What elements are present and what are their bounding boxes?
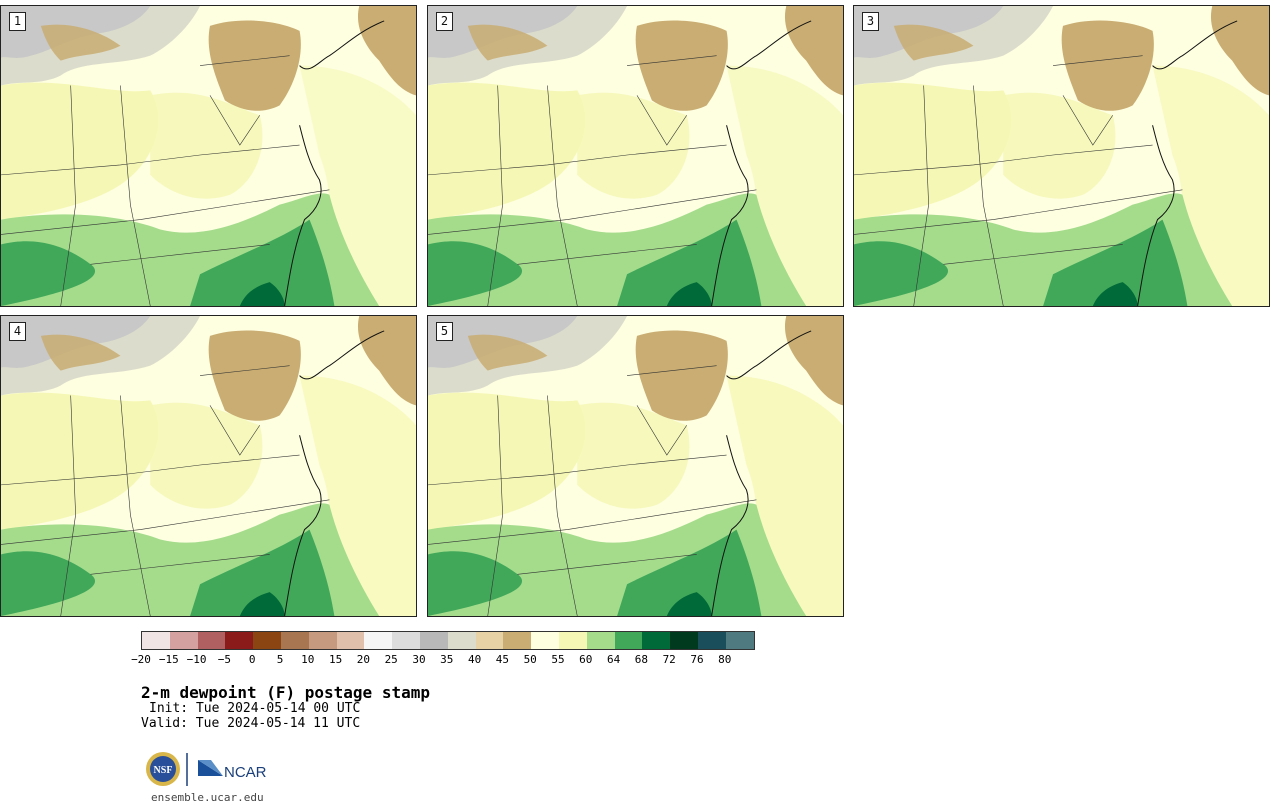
ncar-text: NCAR — [224, 764, 267, 781]
colorbar-swatch — [642, 632, 671, 649]
panel-number-label: 3 — [862, 12, 879, 31]
colorbar-tick-label: 25 — [384, 653, 398, 666]
colorbar-tick-label: 35 — [440, 653, 454, 666]
colorbar-swatch — [670, 632, 698, 649]
colorbar-tick-label: 55 — [551, 653, 565, 666]
map-panel-4[interactable]: 4 — [0, 315, 417, 617]
colorbar-tick-label: 68 — [634, 653, 649, 666]
colorbar-swatch — [169, 632, 198, 649]
colorbar-tick-label: 76 — [690, 653, 704, 666]
colorbar-tick-label: 60 — [579, 653, 593, 666]
map-panel-5[interactable]: 5 — [427, 315, 844, 617]
colorbar-swatch — [419, 632, 448, 649]
colorbar-tick-label: 40 — [467, 653, 482, 666]
colorbar-swatch — [697, 632, 726, 649]
colorbar-tick-label: 50 — [523, 653, 537, 666]
colorbar-tick-label: 15 — [328, 653, 343, 666]
nsf-ncar-logo: NSF NCAR — [146, 752, 267, 786]
colorbar-swatch — [725, 632, 754, 649]
colorbar-swatch — [475, 632, 504, 649]
plot-title: 2-m dewpoint (F) postage stamp — [141, 683, 430, 702]
panel-number-label: 4 — [9, 322, 26, 341]
colorbar-tick-label: 30 — [412, 653, 426, 666]
colorbar — [141, 631, 755, 650]
map-panel-1[interactable]: 1 — [0, 5, 417, 307]
colorbar-swatch — [614, 632, 643, 649]
colorbar-tick-label: 10 — [301, 653, 315, 666]
colorbar-tick-label: −10 — [186, 653, 207, 666]
map-panel-3[interactable]: 3 — [853, 5, 1270, 307]
colorbar-tick-label: 64 — [606, 653, 621, 666]
colorbar-tick-label: 72 — [662, 653, 676, 666]
colorbar-swatch — [364, 632, 393, 649]
colorbar-swatch — [531, 632, 559, 649]
colorbar-tick-label: −20 — [131, 653, 151, 666]
init-time: Init: Tue 2024-05-14 00 UTC — [149, 701, 361, 716]
colorbar-swatch — [142, 632, 170, 649]
colorbar-swatch — [447, 632, 476, 649]
map-panel-2[interactable]: 2 — [427, 5, 844, 307]
colorbar-swatch — [280, 632, 309, 649]
colorbar-swatch — [503, 632, 532, 649]
colorbar-swatch — [392, 632, 420, 649]
colorbar-tick-label: 45 — [495, 653, 510, 666]
colorbar-tick-label: −5 — [217, 653, 232, 666]
colorbar-swatch — [558, 632, 587, 649]
colorbar-swatch — [225, 632, 254, 649]
colorbar-swatch — [253, 632, 281, 649]
colorbar-tick-label: 20 — [356, 653, 371, 666]
colorbar-ticks: −20 −15 −10 −5 0 5 10 15 20 25 30 35 40 45 50 55 60 64 68 7… — [130, 653, 770, 667]
colorbar-swatch — [308, 632, 337, 649]
colorbar-tick-label: 80 — [718, 653, 732, 666]
site-url[interactable]: ensemble.ucar.edu — [151, 791, 264, 804]
panel-number-label: 2 — [436, 12, 453, 31]
panel-number-label: 5 — [436, 322, 453, 341]
nsf-text: NSF — [154, 765, 173, 776]
panel-number-label: 1 — [9, 12, 26, 31]
valid-time: Valid: Tue 2024-05-14 11 UTC — [141, 716, 361, 731]
colorbar-swatch — [336, 632, 365, 649]
colorbar-tick-label: 5 — [276, 653, 284, 666]
colorbar-swatch — [197, 632, 226, 649]
colorbar-tick-label: −15 — [158, 653, 179, 666]
colorbar-swatch — [586, 632, 615, 649]
colorbar-tick-label: 0 — [248, 653, 256, 666]
